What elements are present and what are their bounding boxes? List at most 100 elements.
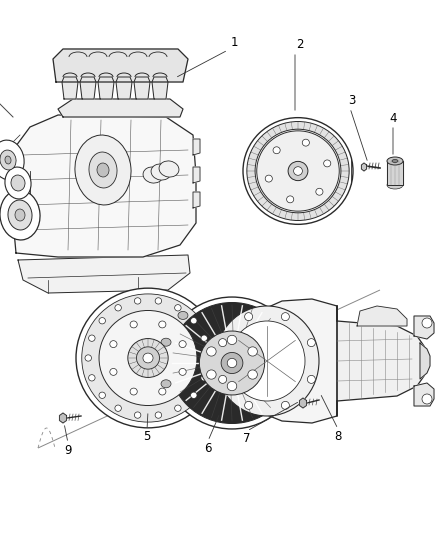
Polygon shape bbox=[58, 99, 183, 117]
Ellipse shape bbox=[159, 388, 166, 395]
Ellipse shape bbox=[128, 338, 168, 377]
Ellipse shape bbox=[115, 305, 121, 311]
Polygon shape bbox=[357, 306, 407, 326]
Ellipse shape bbox=[89, 152, 117, 188]
Ellipse shape bbox=[245, 313, 253, 321]
Ellipse shape bbox=[76, 288, 220, 428]
Ellipse shape bbox=[88, 335, 95, 341]
Ellipse shape bbox=[316, 188, 323, 195]
Ellipse shape bbox=[130, 388, 137, 395]
Polygon shape bbox=[18, 255, 190, 293]
Ellipse shape bbox=[207, 347, 216, 356]
Ellipse shape bbox=[170, 303, 295, 424]
Ellipse shape bbox=[88, 375, 95, 381]
Text: 4: 4 bbox=[389, 111, 397, 125]
Ellipse shape bbox=[215, 306, 319, 416]
Polygon shape bbox=[193, 192, 200, 208]
Polygon shape bbox=[80, 77, 96, 99]
Ellipse shape bbox=[159, 161, 179, 177]
Ellipse shape bbox=[155, 298, 162, 304]
Ellipse shape bbox=[178, 311, 188, 319]
Ellipse shape bbox=[99, 318, 106, 324]
Ellipse shape bbox=[5, 156, 11, 164]
Ellipse shape bbox=[201, 335, 208, 341]
Ellipse shape bbox=[229, 321, 305, 401]
Ellipse shape bbox=[255, 129, 341, 213]
Ellipse shape bbox=[248, 347, 258, 356]
Ellipse shape bbox=[307, 375, 315, 383]
Polygon shape bbox=[53, 49, 188, 82]
Polygon shape bbox=[254, 299, 337, 423]
Ellipse shape bbox=[0, 150, 16, 170]
Polygon shape bbox=[13, 115, 196, 257]
Ellipse shape bbox=[219, 338, 226, 346]
Text: 6: 6 bbox=[204, 441, 212, 455]
Ellipse shape bbox=[281, 401, 290, 409]
Text: 3: 3 bbox=[348, 94, 356, 108]
Ellipse shape bbox=[175, 305, 181, 311]
Text: 2: 2 bbox=[296, 38, 304, 52]
Ellipse shape bbox=[8, 200, 32, 230]
Ellipse shape bbox=[281, 313, 290, 321]
Ellipse shape bbox=[257, 131, 339, 211]
Text: 8: 8 bbox=[334, 430, 342, 442]
Ellipse shape bbox=[130, 321, 137, 328]
Polygon shape bbox=[387, 161, 403, 185]
Polygon shape bbox=[361, 163, 367, 171]
Ellipse shape bbox=[99, 392, 106, 399]
Polygon shape bbox=[193, 139, 200, 155]
Ellipse shape bbox=[245, 401, 253, 409]
Ellipse shape bbox=[422, 318, 432, 328]
Ellipse shape bbox=[0, 190, 40, 240]
Polygon shape bbox=[337, 306, 424, 416]
Ellipse shape bbox=[286, 196, 294, 203]
Ellipse shape bbox=[134, 412, 141, 418]
Ellipse shape bbox=[324, 160, 331, 167]
Ellipse shape bbox=[422, 394, 432, 404]
Polygon shape bbox=[116, 77, 132, 99]
Ellipse shape bbox=[191, 392, 197, 399]
Polygon shape bbox=[420, 343, 430, 379]
Ellipse shape bbox=[293, 167, 302, 175]
Ellipse shape bbox=[151, 164, 171, 180]
Polygon shape bbox=[414, 316, 434, 339]
Ellipse shape bbox=[387, 181, 403, 189]
Ellipse shape bbox=[205, 355, 211, 361]
Ellipse shape bbox=[302, 139, 309, 146]
Polygon shape bbox=[193, 167, 200, 183]
Ellipse shape bbox=[243, 118, 353, 224]
Ellipse shape bbox=[161, 380, 171, 388]
Ellipse shape bbox=[273, 147, 280, 154]
Ellipse shape bbox=[175, 405, 181, 411]
Ellipse shape bbox=[155, 412, 162, 418]
Ellipse shape bbox=[247, 122, 349, 221]
Ellipse shape bbox=[227, 382, 237, 391]
Ellipse shape bbox=[221, 352, 243, 374]
Text: 9: 9 bbox=[64, 443, 72, 456]
Polygon shape bbox=[300, 398, 307, 408]
Ellipse shape bbox=[115, 405, 121, 411]
Ellipse shape bbox=[387, 157, 403, 165]
Ellipse shape bbox=[97, 163, 109, 177]
Ellipse shape bbox=[248, 370, 258, 379]
Polygon shape bbox=[62, 77, 78, 99]
Ellipse shape bbox=[307, 338, 315, 346]
Polygon shape bbox=[152, 77, 168, 99]
Ellipse shape bbox=[207, 370, 216, 379]
Ellipse shape bbox=[191, 318, 197, 324]
Polygon shape bbox=[414, 383, 434, 406]
Ellipse shape bbox=[143, 167, 163, 183]
Ellipse shape bbox=[110, 341, 117, 348]
Ellipse shape bbox=[179, 341, 186, 348]
Ellipse shape bbox=[75, 135, 131, 205]
Text: 5: 5 bbox=[143, 430, 151, 442]
Ellipse shape bbox=[137, 347, 159, 369]
Ellipse shape bbox=[15, 209, 25, 221]
Ellipse shape bbox=[288, 161, 308, 181]
Ellipse shape bbox=[82, 294, 214, 422]
Ellipse shape bbox=[265, 175, 272, 182]
Ellipse shape bbox=[161, 338, 171, 346]
Ellipse shape bbox=[392, 159, 398, 163]
Ellipse shape bbox=[11, 175, 25, 191]
Ellipse shape bbox=[5, 167, 31, 199]
